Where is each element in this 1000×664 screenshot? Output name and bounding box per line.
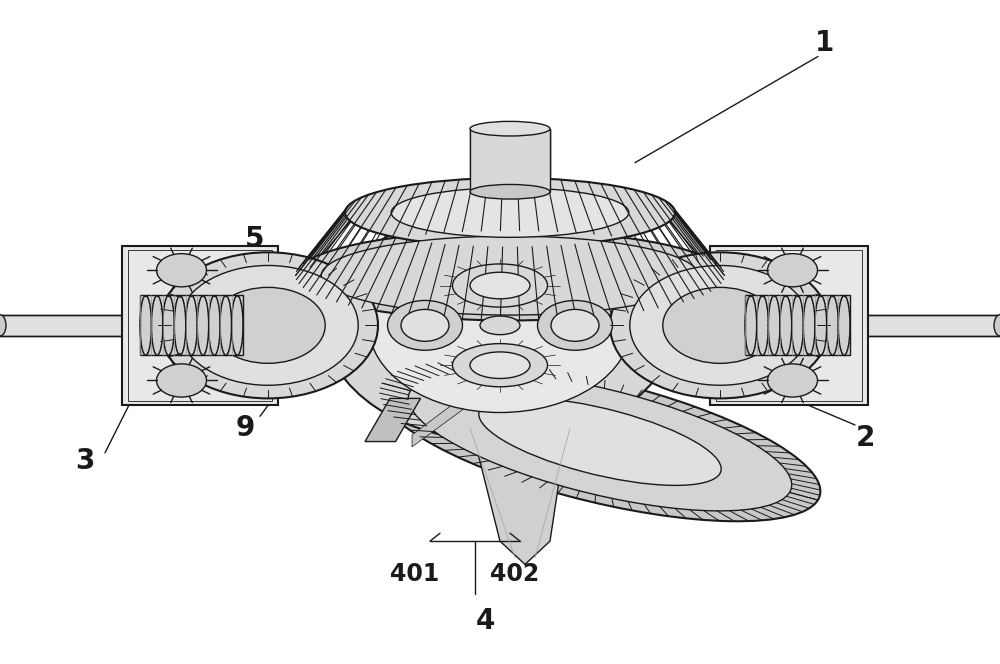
Ellipse shape bbox=[380, 362, 820, 521]
Ellipse shape bbox=[994, 315, 1000, 336]
Polygon shape bbox=[460, 428, 580, 564]
Bar bbox=[0, 315, 195, 336]
Polygon shape bbox=[667, 212, 721, 282]
Ellipse shape bbox=[768, 364, 818, 397]
Ellipse shape bbox=[768, 254, 818, 287]
Ellipse shape bbox=[178, 266, 358, 385]
Ellipse shape bbox=[391, 188, 629, 237]
Bar bbox=[128, 250, 272, 401]
Ellipse shape bbox=[470, 272, 530, 299]
Ellipse shape bbox=[0, 315, 6, 336]
Ellipse shape bbox=[470, 352, 530, 378]
Text: 5: 5 bbox=[245, 225, 265, 253]
Ellipse shape bbox=[369, 238, 631, 412]
Text: 2: 2 bbox=[855, 424, 875, 452]
Text: 1: 1 bbox=[815, 29, 835, 57]
Ellipse shape bbox=[321, 236, 699, 315]
Polygon shape bbox=[412, 365, 530, 447]
Bar bbox=[710, 246, 868, 405]
Ellipse shape bbox=[479, 398, 721, 485]
Ellipse shape bbox=[470, 185, 550, 199]
Bar bbox=[745, 295, 850, 355]
Ellipse shape bbox=[610, 252, 830, 398]
Bar bbox=[265, 293, 320, 357]
Ellipse shape bbox=[156, 364, 207, 397]
Ellipse shape bbox=[158, 252, 378, 398]
Polygon shape bbox=[365, 398, 421, 442]
Ellipse shape bbox=[296, 230, 724, 321]
Text: 3: 3 bbox=[75, 448, 95, 475]
Ellipse shape bbox=[452, 344, 548, 386]
Ellipse shape bbox=[345, 178, 675, 247]
Ellipse shape bbox=[311, 293, 329, 357]
Text: 9: 9 bbox=[235, 414, 255, 442]
Ellipse shape bbox=[480, 316, 520, 335]
Ellipse shape bbox=[726, 293, 744, 357]
Bar bbox=[470, 129, 550, 192]
Text: 401: 401 bbox=[390, 562, 440, 586]
Ellipse shape bbox=[211, 288, 325, 363]
Ellipse shape bbox=[551, 309, 599, 341]
Text: 4: 4 bbox=[475, 607, 495, 635]
Bar bbox=[140, 295, 243, 355]
Bar bbox=[680, 293, 735, 357]
Bar bbox=[716, 250, 862, 401]
Ellipse shape bbox=[630, 266, 810, 385]
Bar bbox=[122, 246, 278, 405]
Ellipse shape bbox=[452, 264, 548, 307]
Ellipse shape bbox=[538, 301, 612, 351]
Ellipse shape bbox=[408, 373, 792, 511]
Bar bbox=[790, 315, 1000, 336]
Ellipse shape bbox=[388, 301, 462, 351]
Ellipse shape bbox=[156, 254, 207, 287]
Ellipse shape bbox=[256, 293, 274, 357]
Polygon shape bbox=[299, 212, 353, 282]
Ellipse shape bbox=[663, 288, 777, 363]
Ellipse shape bbox=[470, 122, 550, 136]
Text: 402: 402 bbox=[490, 562, 540, 586]
Ellipse shape bbox=[671, 293, 689, 357]
Ellipse shape bbox=[325, 209, 675, 442]
Ellipse shape bbox=[401, 309, 449, 341]
